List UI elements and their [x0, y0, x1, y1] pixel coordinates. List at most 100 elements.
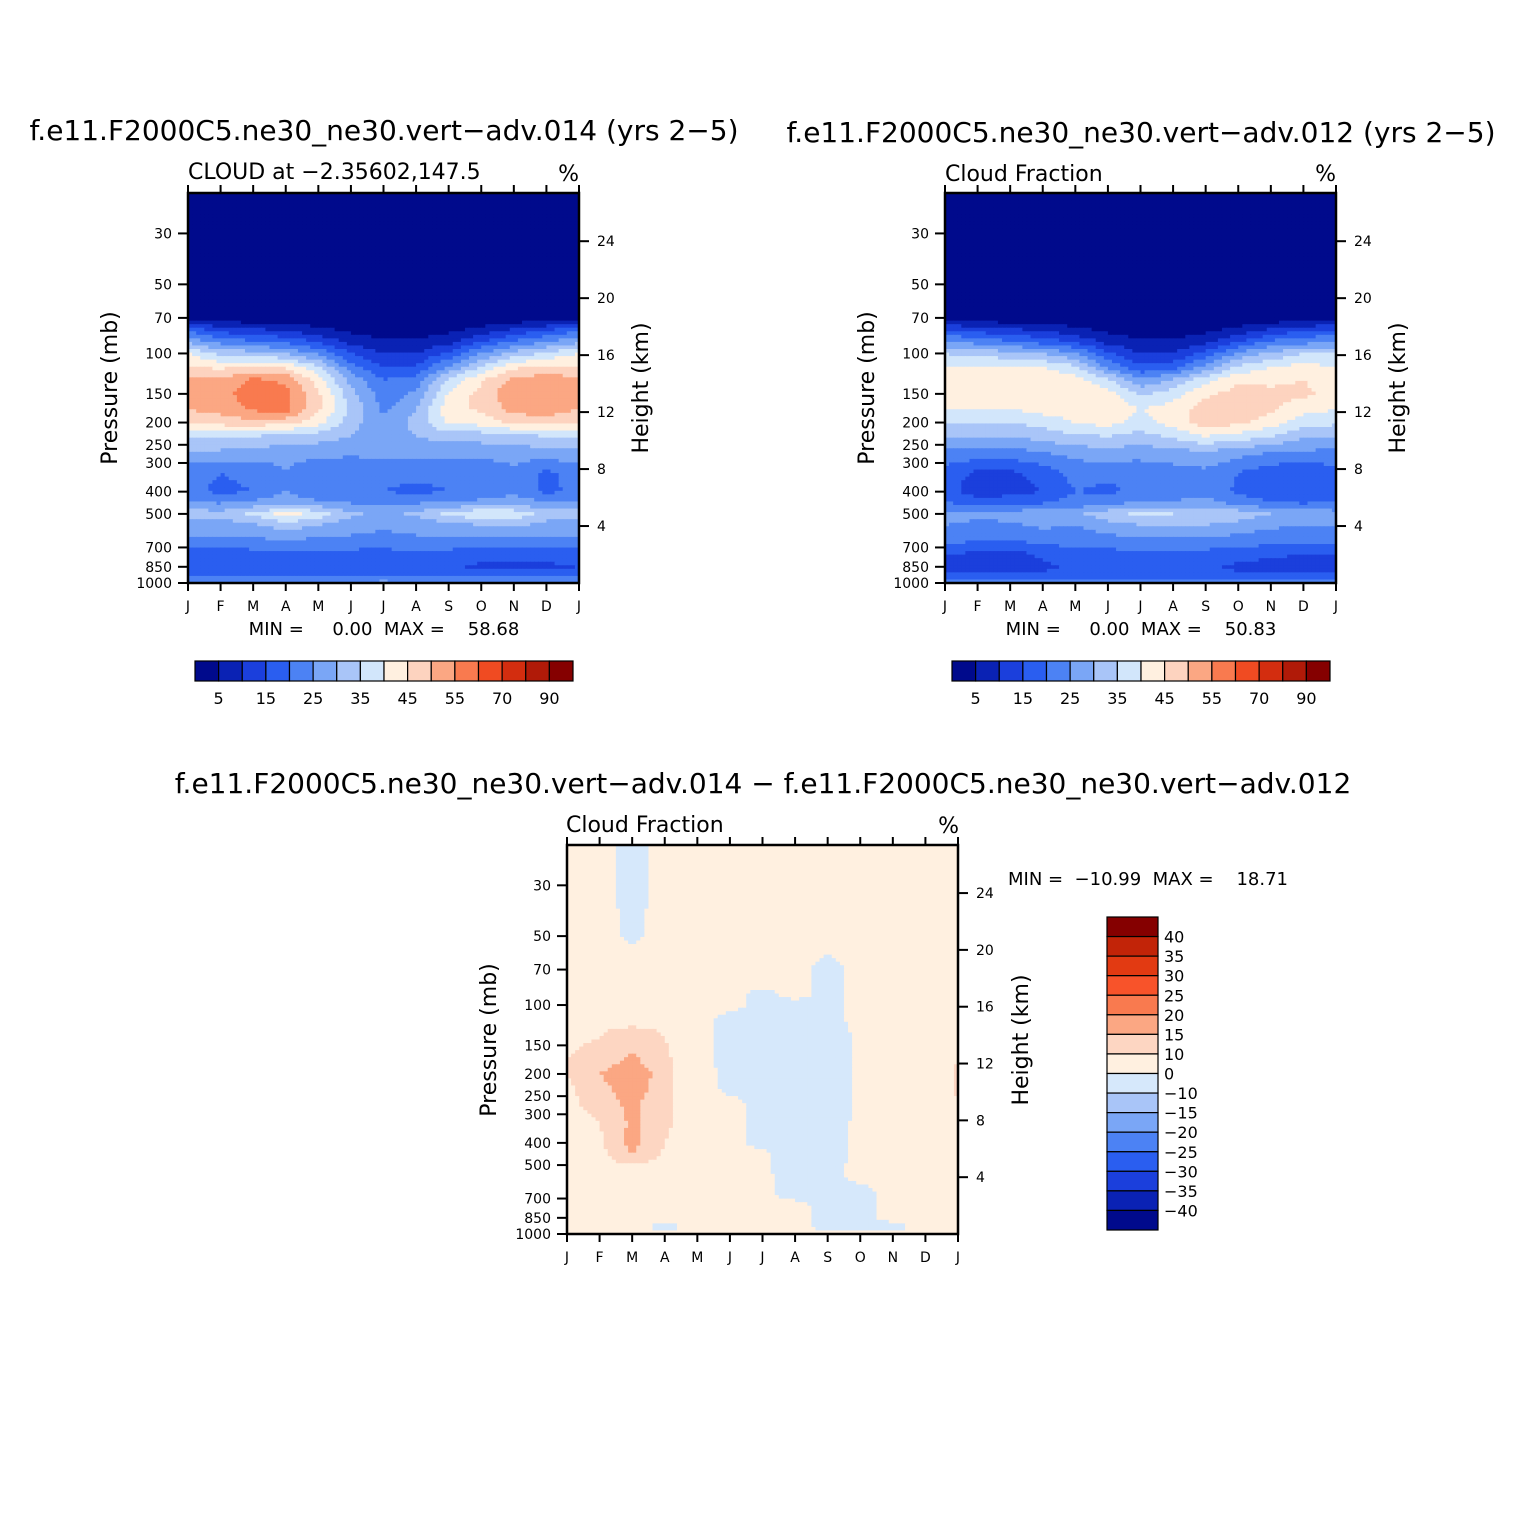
contour-cell: [550, 271, 556, 276]
contour-cell: [363, 313, 368, 318]
contour-cell: [452, 200, 458, 205]
contour-cell: [530, 256, 535, 261]
contour-cell: [375, 203, 381, 208]
contour-cell: [314, 299, 319, 304]
contour-cell: [517, 200, 523, 205]
contour-cell: [383, 249, 389, 254]
contour-cell: [330, 320, 336, 325]
contour-cell: [208, 217, 214, 222]
contour-cell: [477, 285, 482, 290]
contour-cell: [350, 210, 356, 215]
contour-cell: [216, 306, 222, 311]
contour-cell: [497, 317, 503, 322]
contour-cell: [558, 196, 564, 201]
contour-cell: [318, 345, 323, 350]
contour-cell: [297, 235, 303, 240]
contour-cell: [501, 349, 507, 354]
contour-cell: [228, 242, 234, 247]
contour-cell: [456, 196, 462, 201]
contour-cell: [391, 306, 397, 311]
contour-cell: [310, 281, 315, 286]
contour-cell: [464, 271, 470, 276]
contour-cell: [285, 232, 291, 237]
contour-cell: [330, 295, 336, 300]
contour-cell: [322, 370, 328, 375]
contour-cell: [326, 239, 332, 244]
contour-cell: [232, 246, 238, 251]
contour-cell: [318, 278, 323, 283]
contour-cell: [428, 228, 433, 233]
contour-cell: [200, 196, 205, 201]
contour-cell: [493, 345, 499, 350]
contour-cell: [306, 232, 311, 237]
contour-cell: [383, 203, 389, 208]
contour-cell: [228, 196, 234, 201]
contour-cell: [481, 295, 486, 300]
contour-cell: [412, 224, 417, 230]
contour-cell: [359, 366, 364, 371]
contour-cell: [428, 253, 433, 258]
contour-cell: [570, 263, 576, 269]
contour-cell: [245, 299, 250, 304]
contour-cell: [363, 373, 368, 378]
contour-cell: [517, 242, 523, 247]
contour-cell: [517, 327, 523, 332]
contour-cell: [265, 366, 271, 371]
contour-cell: [346, 260, 352, 265]
contour-cell: [550, 317, 556, 322]
contour-cell: [391, 349, 397, 354]
contour-cell: [501, 324, 507, 329]
contour-cell: [436, 292, 442, 297]
contour-cell: [542, 373, 548, 378]
contour-cell: [456, 341, 462, 347]
contour-cell: [363, 274, 368, 279]
contour-cell: [521, 288, 527, 293]
contour-cell: [570, 256, 576, 261]
contour-cell: [257, 235, 262, 240]
contour-cell: [424, 317, 429, 322]
contour-cell: [420, 306, 425, 311]
contour-cell: [338, 256, 344, 261]
contour-cell: [412, 274, 417, 279]
contour-cell: [232, 299, 238, 304]
contour-cell: [460, 327, 466, 332]
contour-cell: [562, 267, 568, 272]
contour-cell: [574, 345, 580, 350]
contour-cell: [326, 249, 332, 254]
contour-cell: [224, 299, 230, 304]
contour-cell: [212, 196, 218, 201]
contour-cell: [444, 214, 450, 219]
contour-cell: [310, 345, 315, 350]
contour-cell: [550, 292, 556, 297]
contour-cell: [293, 341, 299, 347]
contour-cell: [346, 295, 352, 300]
contour-cell: [289, 228, 295, 233]
contour-cell: [420, 221, 425, 226]
contour-cell: [224, 288, 230, 293]
contour-cell: [574, 196, 580, 201]
contour-cell: [257, 246, 262, 251]
contour-cell: [391, 260, 397, 265]
contour-cell: [452, 242, 458, 247]
contour-cell: [363, 196, 368, 201]
contour-cell: [403, 317, 409, 322]
contour-cell: [232, 228, 238, 233]
contour-cell: [240, 313, 246, 318]
contour-cell: [371, 359, 376, 364]
contour-cell: [330, 302, 336, 308]
contour-cell: [354, 246, 360, 251]
contour-cell: [310, 324, 315, 329]
contour-cell: [220, 253, 226, 258]
contour-cell: [216, 239, 222, 244]
contour-cell: [420, 363, 425, 368]
contour-cell: [281, 302, 287, 308]
contour-cell: [359, 341, 364, 347]
contour-cell: [236, 338, 242, 343]
contour-cell: [326, 292, 332, 297]
contour-cell: [428, 341, 433, 347]
contour-cell: [521, 217, 527, 222]
contour-cell: [554, 253, 560, 258]
contour-cell: [530, 235, 535, 240]
contour-cell: [407, 214, 413, 219]
contour-cell: [530, 253, 535, 258]
